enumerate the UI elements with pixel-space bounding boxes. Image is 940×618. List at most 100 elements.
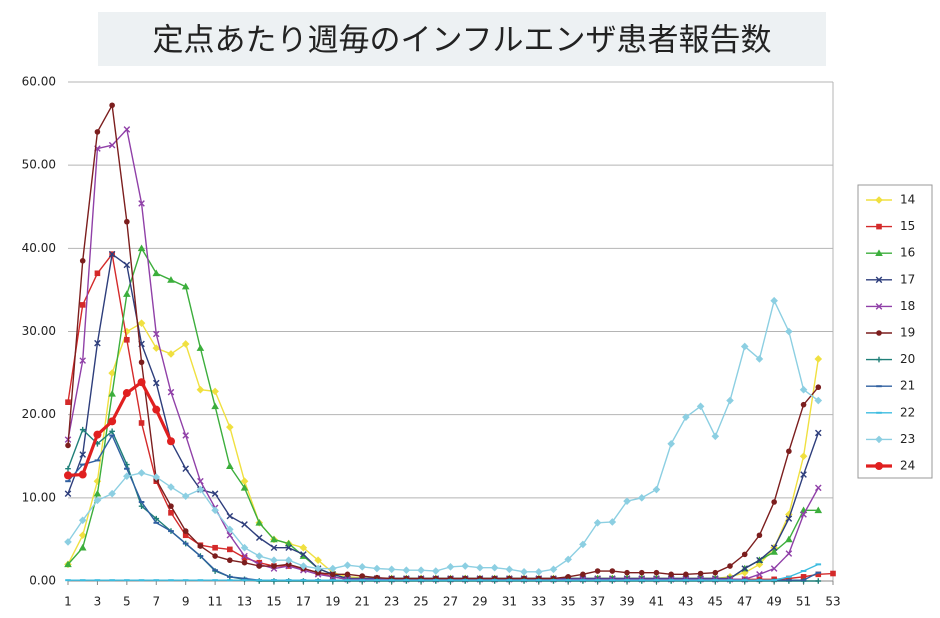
legend-label: 23 bbox=[900, 432, 915, 446]
marker bbox=[696, 402, 705, 411]
marker bbox=[417, 566, 425, 574]
marker bbox=[181, 492, 190, 500]
series-line bbox=[67, 253, 834, 581]
marker bbox=[875, 435, 883, 444]
marker bbox=[814, 484, 822, 492]
series-line bbox=[67, 300, 819, 573]
marker bbox=[374, 574, 380, 581]
legend-label: 16 bbox=[900, 246, 915, 260]
marker bbox=[152, 344, 161, 352]
legend-label: 14 bbox=[900, 193, 915, 207]
marker bbox=[182, 528, 189, 534]
marker bbox=[182, 465, 189, 473]
marker bbox=[138, 200, 145, 207]
marker bbox=[564, 555, 572, 564]
marker bbox=[79, 426, 86, 433]
y-tick-label: 40.00 bbox=[22, 241, 56, 255]
marker bbox=[799, 452, 808, 461]
marker bbox=[196, 485, 205, 494]
marker bbox=[240, 543, 249, 552]
marker bbox=[241, 521, 248, 528]
marker bbox=[271, 563, 277, 569]
marker bbox=[299, 543, 308, 552]
marker bbox=[64, 471, 72, 480]
series-line bbox=[67, 428, 819, 582]
y-tick-label: 10.00 bbox=[22, 490, 56, 504]
marker bbox=[227, 546, 233, 553]
marker bbox=[108, 489, 116, 498]
marker bbox=[505, 565, 514, 574]
x-tick-label: 53 bbox=[825, 595, 840, 609]
y-tick-label: 30.00 bbox=[22, 324, 56, 338]
marker bbox=[329, 564, 337, 573]
marker bbox=[756, 571, 763, 578]
marker bbox=[476, 563, 484, 572]
marker bbox=[609, 568, 616, 574]
marker bbox=[65, 465, 71, 472]
marker bbox=[270, 544, 278, 552]
marker bbox=[255, 534, 263, 542]
x-tick-label: 3 bbox=[94, 595, 102, 609]
marker bbox=[741, 551, 748, 558]
marker bbox=[109, 428, 115, 435]
marker bbox=[683, 571, 689, 578]
marker bbox=[726, 396, 734, 405]
marker bbox=[727, 563, 733, 569]
marker bbox=[211, 402, 219, 410]
marker bbox=[167, 276, 175, 283]
marker bbox=[330, 571, 336, 578]
marker bbox=[137, 319, 146, 327]
legend-label: 17 bbox=[900, 272, 915, 286]
marker bbox=[740, 342, 749, 351]
x-tick-label: 15 bbox=[266, 595, 281, 609]
marker bbox=[875, 276, 883, 284]
marker bbox=[108, 250, 116, 258]
marker bbox=[712, 569, 719, 576]
marker bbox=[166, 437, 175, 446]
marker bbox=[211, 506, 219, 515]
series-line bbox=[67, 380, 173, 477]
marker bbox=[108, 390, 116, 397]
marker bbox=[152, 379, 160, 387]
marker bbox=[285, 561, 292, 568]
marker bbox=[785, 515, 793, 522]
marker bbox=[270, 556, 278, 565]
marker bbox=[876, 356, 882, 363]
marker bbox=[446, 563, 455, 571]
marker bbox=[168, 510, 174, 516]
marker bbox=[799, 385, 808, 394]
marker bbox=[123, 327, 131, 336]
marker bbox=[108, 417, 117, 426]
x-tick-label: 17 bbox=[296, 595, 311, 609]
marker bbox=[241, 552, 248, 560]
marker bbox=[226, 531, 234, 539]
marker bbox=[123, 126, 131, 133]
marker bbox=[78, 516, 87, 525]
x-tick-label: 25 bbox=[413, 595, 428, 609]
x-tick-label: 23 bbox=[384, 595, 399, 609]
marker bbox=[168, 503, 174, 509]
marker bbox=[830, 570, 836, 577]
legend-label: 20 bbox=[900, 352, 915, 366]
x-tick-label: 39 bbox=[619, 595, 634, 609]
marker bbox=[109, 102, 115, 109]
legend-box bbox=[857, 184, 933, 479]
x-tick-label: 7 bbox=[152, 595, 160, 609]
chart-title: 定点あたり週毎のインフルエンザ患者報告数 bbox=[152, 23, 771, 59]
marker bbox=[344, 571, 351, 578]
marker bbox=[373, 564, 381, 573]
marker bbox=[461, 562, 470, 570]
marker bbox=[284, 556, 293, 565]
marker bbox=[565, 574, 571, 580]
marker bbox=[181, 340, 190, 348]
x-tick-label: 11 bbox=[207, 595, 222, 609]
marker bbox=[93, 489, 102, 497]
marker bbox=[800, 574, 807, 580]
y-tick-label: 50.00 bbox=[22, 158, 56, 172]
marker bbox=[227, 557, 233, 564]
marker bbox=[770, 544, 778, 552]
marker bbox=[255, 518, 264, 526]
x-tick-label: 49 bbox=[767, 595, 782, 609]
marker bbox=[756, 532, 763, 539]
marker bbox=[682, 413, 690, 421]
